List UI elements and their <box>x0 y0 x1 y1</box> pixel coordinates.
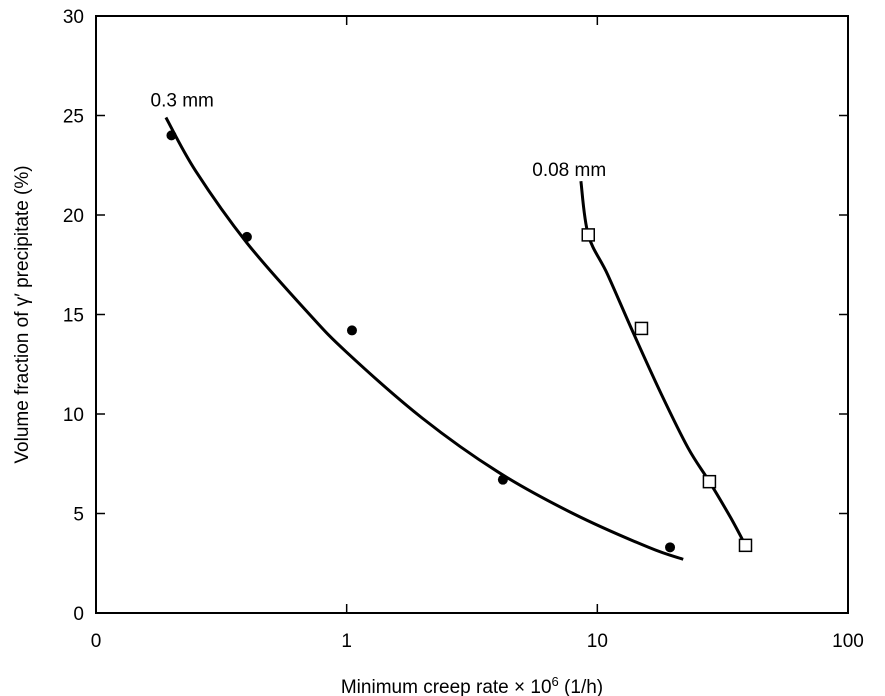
y-tick-label: 0 <box>73 604 84 625</box>
y-tick-label: 5 <box>73 505 84 526</box>
y-tick-label: 15 <box>63 306 84 327</box>
data-point-circle <box>346 325 357 336</box>
x-tick-label: 0 <box>91 631 102 652</box>
y-axis-label: Volume fraction of γ′ precipitate (%) <box>12 165 33 463</box>
data-point-square <box>702 474 717 489</box>
data-point-square <box>738 538 753 553</box>
data-point-square <box>634 321 649 336</box>
curve-label: 0.3 mm <box>151 91 214 112</box>
y-tick-label: 30 <box>63 7 84 28</box>
data-markers <box>166 130 753 553</box>
y-tick-label: 10 <box>63 405 84 426</box>
data-point-circle <box>241 231 252 242</box>
x-axis-label-superscript: 6 <box>552 674 559 689</box>
fit-curves <box>164 116 747 561</box>
data-point-square <box>581 228 596 242</box>
x-tick-label: 1 <box>341 631 352 652</box>
y-tick-label: 20 <box>63 206 84 227</box>
y-axis: 0 5 10 15 20 25 30 <box>63 7 848 625</box>
x-tick-label: 10 <box>587 631 608 652</box>
data-point-circle <box>665 542 676 553</box>
x-axis-label-main: Minimum creep rate × 10 <box>341 677 552 696</box>
y-tick-label: 25 <box>63 107 84 128</box>
x-axis: 0 1 10 100 <box>91 16 864 652</box>
fit-curve-series-2 <box>579 180 747 547</box>
annotations: 0.3 mm 0.08 mm <box>151 91 607 182</box>
data-point-circle <box>497 474 508 485</box>
x-axis-label-units: (1/h) <box>559 677 603 696</box>
curve-label: 0.08 mm <box>532 160 606 181</box>
x-axis-label: Minimum creep rate × 106 (1/h) <box>341 674 603 696</box>
x-tick-label: 100 <box>832 631 864 652</box>
fit-curve-series-1 <box>164 116 684 561</box>
data-point-circle <box>166 130 177 141</box>
